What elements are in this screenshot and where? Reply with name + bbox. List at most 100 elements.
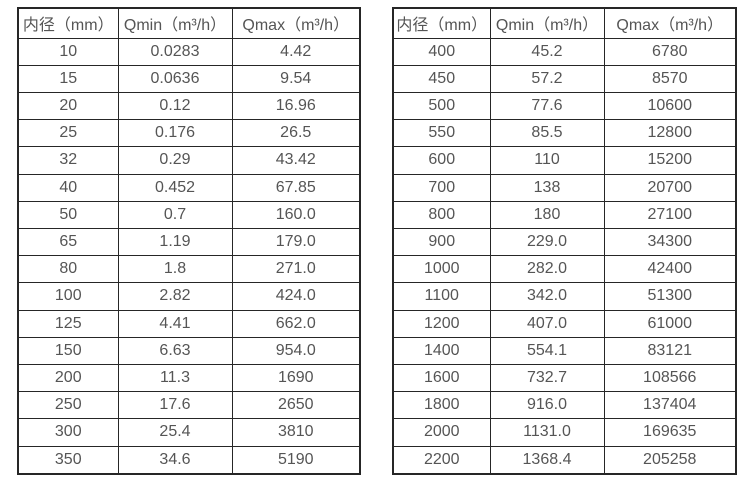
table-cell: 45.2 xyxy=(489,37,605,66)
table-cell: 15200 xyxy=(603,146,737,175)
table-cell: 108566 xyxy=(603,363,737,393)
table-cell: 1800 xyxy=(392,391,491,420)
table-cell: 6780 xyxy=(603,37,737,66)
table-row: 10 0.0283 4.42 xyxy=(17,37,361,66)
table-cell: 407.0 xyxy=(489,309,605,338)
flow-spec-table-left: 内径（mm） Qmin（m³/h） Qmax（m³/h） 10 0.0283 4.4… xyxy=(17,7,361,475)
table-cell: 27100 xyxy=(603,200,737,229)
table-row: 50 0.7 160.0 xyxy=(17,200,361,229)
table-cell: 9.54 xyxy=(231,64,361,93)
table-header-row: 内径（mm） Qmin（m³/h） Qmax（m³/h） xyxy=(392,7,737,39)
table-cell: 179.0 xyxy=(231,227,361,257)
table-cell: 3810 xyxy=(231,418,361,447)
table-cell: 125 xyxy=(17,309,119,338)
table-cell: 10 xyxy=(17,37,119,66)
table-row: 125 4.41 662.0 xyxy=(17,309,361,338)
table-cell: 554.1 xyxy=(489,336,605,365)
table-cell: 17.6 xyxy=(117,391,233,420)
table-cell: 424.0 xyxy=(231,282,361,311)
table-cell: 20 xyxy=(17,91,119,121)
table-row: 350 34.6 5190 xyxy=(17,445,361,475)
table-cell: 0.7 xyxy=(117,200,233,229)
table-cell: 662.0 xyxy=(231,309,361,338)
table-cell: 700 xyxy=(392,173,491,202)
table-row: 100 2.82 424.0 xyxy=(17,282,361,311)
table-cell: 271.0 xyxy=(231,255,361,284)
header-inner-diameter: 内径（mm） xyxy=(392,7,491,39)
table-cell: 954.0 xyxy=(231,336,361,365)
table-cell: 229.0 xyxy=(489,227,605,257)
table-cell: 1400 xyxy=(392,336,491,365)
table-cell: 0.0636 xyxy=(117,64,233,93)
table-row: 1600 732.7 108566 xyxy=(392,363,737,393)
table-body-right: 400 45.2 6780 450 57.2 8570 500 77.6 10600 550 85.… xyxy=(392,37,737,475)
table-cell: 350 xyxy=(17,445,119,475)
table-cell: 450 xyxy=(392,64,491,93)
table-cell: 25 xyxy=(17,119,119,148)
table-cell: 160.0 xyxy=(231,200,361,229)
table-row: 1400 554.1 83121 xyxy=(392,336,737,365)
table-cell: 282.0 xyxy=(489,255,605,284)
table-cell: 15 xyxy=(17,64,119,93)
table-row: 80 1.8 271.0 xyxy=(17,255,361,284)
table-cell: 137404 xyxy=(603,391,737,420)
table-cell: 342.0 xyxy=(489,282,605,311)
table-cell: 1690 xyxy=(231,363,361,393)
table-body-left: 10 0.0283 4.42 15 0.0636 9.54 20 0.12 16.96 25 0.1… xyxy=(17,37,361,475)
header-qmax: Qmax（m³/h） xyxy=(603,7,737,39)
table-cell: 2200 xyxy=(392,445,491,475)
table-row: 40 0.452 67.85 xyxy=(17,173,361,202)
table-cell: 50 xyxy=(17,200,119,229)
table-cell: 40 xyxy=(17,173,119,202)
table-row: 1800 916.0 137404 xyxy=(392,391,737,420)
table-cell: 200 xyxy=(17,363,119,393)
table-row: 300 25.4 3810 xyxy=(17,418,361,447)
table-cell: 600 xyxy=(392,146,491,175)
table-header-row: 内径（mm） Qmin（m³/h） Qmax（m³/h） xyxy=(17,7,361,39)
table-row: 500 77.6 10600 xyxy=(392,91,737,121)
table-cell: 1.8 xyxy=(117,255,233,284)
table-row: 900 229.0 34300 xyxy=(392,227,737,257)
table-cell: 8570 xyxy=(603,64,737,93)
table-cell: 300 xyxy=(17,418,119,447)
table-row: 32 0.29 43.42 xyxy=(17,146,361,175)
table-cell: 34.6 xyxy=(117,445,233,475)
table-cell: 138 xyxy=(489,173,605,202)
table-row: 250 17.6 2650 xyxy=(17,391,361,420)
table-row: 2000 1131.0 169635 xyxy=(392,418,737,447)
flow-spec-table-right: 内径（mm） Qmin（m³/h） Qmax（m³/h） 400 45.2 6780… xyxy=(392,7,737,475)
table-cell: 0.29 xyxy=(117,146,233,175)
table-cell: 1368.4 xyxy=(489,445,605,475)
table-cell: 4.41 xyxy=(117,309,233,338)
table-row: 2200 1368.4 205258 xyxy=(392,445,737,475)
table-cell: 0.452 xyxy=(117,173,233,202)
table-cell: 6.63 xyxy=(117,336,233,365)
header-qmin: Qmin（m³/h） xyxy=(489,7,605,39)
table-row: 450 57.2 8570 xyxy=(392,64,737,93)
table-cell: 32 xyxy=(17,146,119,175)
header-inner-diameter: 内径（mm） xyxy=(17,7,119,39)
table-cell: 732.7 xyxy=(489,363,605,393)
table-row: 15 0.0636 9.54 xyxy=(17,64,361,93)
table-cell: 1131.0 xyxy=(489,418,605,447)
table-cell: 150 xyxy=(17,336,119,365)
table-cell: 1000 xyxy=(392,255,491,284)
table-cell: 10600 xyxy=(603,91,737,121)
header-qmin: Qmin（m³/h） xyxy=(117,7,233,39)
table-row: 800 180 27100 xyxy=(392,200,737,229)
table-cell: 2650 xyxy=(231,391,361,420)
table-cell: 1100 xyxy=(392,282,491,311)
table-row: 1100 342.0 51300 xyxy=(392,282,737,311)
table-cell: 1200 xyxy=(392,309,491,338)
table-cell: 500 xyxy=(392,91,491,121)
table-cell: 80 xyxy=(17,255,119,284)
table-cell: 0.12 xyxy=(117,91,233,121)
table-row: 200 11.3 1690 xyxy=(17,363,361,393)
table-row: 550 85.5 12800 xyxy=(392,119,737,148)
table-cell: 180 xyxy=(489,200,605,229)
table-row: 600 110 15200 xyxy=(392,146,737,175)
table-cell: 67.85 xyxy=(231,173,361,202)
header-qmax: Qmax（m³/h） xyxy=(231,7,361,39)
table-cell: 2.82 xyxy=(117,282,233,311)
